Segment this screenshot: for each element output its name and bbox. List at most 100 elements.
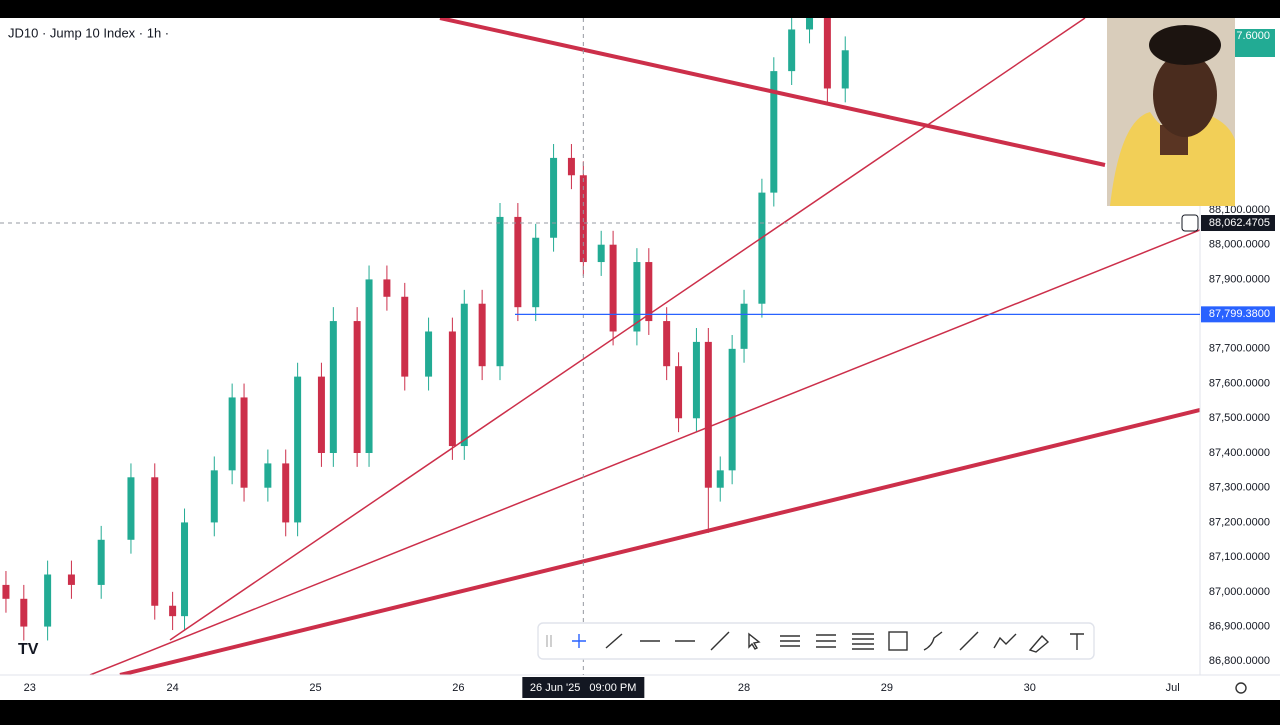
parallel-channel-tool[interactable] <box>780 635 800 647</box>
settings-button[interactable] <box>1235 682 1247 694</box>
y-tick-label: 87,000.0000 <box>1209 586 1270 598</box>
pen-tool[interactable] <box>959 631 979 651</box>
webcam-face <box>1153 53 1217 137</box>
candle-body <box>728 348 736 471</box>
candle-body <box>460 303 468 447</box>
trendlines <box>89 18 1200 675</box>
candle-body <box>294 376 302 523</box>
regression-tool[interactable] <box>816 634 836 648</box>
y-tick-label: 87,600.0000 <box>1209 377 1270 389</box>
candle-body <box>365 279 373 453</box>
top-bar <box>0 0 1280 18</box>
candle-body <box>210 470 218 523</box>
candle-body <box>151 477 159 606</box>
dynamic: 86,800.0000 86,900.0000 87,000.0000 87,100.… <box>0 18 1275 698</box>
candle-body <box>550 157 558 238</box>
x-tick-label: 30 <box>1024 682 1036 694</box>
crosshair-time-label: 09:00 PM <box>589 682 636 694</box>
candle-body <box>704 341 712 488</box>
candle-body <box>264 463 272 488</box>
toolbar-handle <box>546 635 552 647</box>
cursor-tool[interactable] <box>748 632 761 650</box>
candle-body <box>740 303 748 349</box>
text-tool[interactable] <box>1070 633 1084 650</box>
last-price-label: 7.6000 <box>1236 30 1270 42</box>
candle-body <box>514 216 522 308</box>
candle-body <box>597 244 605 263</box>
candle-body <box>496 216 504 367</box>
candle-body <box>228 397 236 471</box>
y-tick-label: 87,700.0000 <box>1209 343 1270 355</box>
candle-body <box>770 71 778 193</box>
candle-body <box>329 321 337 453</box>
trendline <box>119 408 1200 675</box>
crosshair-date-label: 26 Jun '25 <box>530 682 580 694</box>
candle-body <box>448 331 456 447</box>
crosshair-time-label-bg <box>522 677 645 698</box>
y-tick-label: 86,800.0000 <box>1209 655 1270 667</box>
y-tick-label: 87,200.0000 <box>1209 516 1270 528</box>
candle-body <box>317 376 325 453</box>
x-tick-label: Jul <box>1166 682 1180 694</box>
drawing-toolbar <box>537 622 1095 660</box>
last-price-label-bg <box>1235 29 1275 57</box>
candle-body <box>282 463 290 523</box>
y-tick-label: 86,900.0000 <box>1209 620 1270 632</box>
candle-body <box>609 244 617 332</box>
candle-body <box>127 477 135 540</box>
candle-body <box>20 598 28 627</box>
crosshair-plus-button <box>1181 214 1199 232</box>
x-tick-label: 23 <box>24 682 36 694</box>
x-tick-label: 25 <box>309 682 321 694</box>
candle-body <box>788 29 796 72</box>
horizontal-line-label-bg <box>1201 306 1275 323</box>
webcam-hair <box>1149 25 1221 65</box>
candle-body <box>44 574 52 627</box>
chart-title: JD10 · Jump 10 Index · 1h · <box>8 25 169 40</box>
webcam-shirt <box>1110 112 1235 206</box>
candle-body <box>692 341 700 419</box>
y-tick-label: 87,300.0000 <box>1209 482 1270 494</box>
trendline <box>169 18 1086 641</box>
candle-body <box>841 50 849 89</box>
crosshair-tool[interactable] <box>572 634 586 648</box>
candle-body <box>181 522 189 617</box>
brush-tool[interactable] <box>923 631 943 651</box>
webcam-overlay <box>1107 18 1235 206</box>
rectangle-tool[interactable] <box>888 631 908 651</box>
bottom-bar <box>0 700 1280 720</box>
extended-line-tool[interactable] <box>710 631 730 651</box>
candle-body <box>663 321 671 367</box>
tv-logo: TV <box>18 641 39 658</box>
candle-body <box>401 296 409 377</box>
candle-body <box>532 237 540 308</box>
candle-body <box>716 470 724 488</box>
candle-body <box>645 262 653 322</box>
y-tick-label: 87,100.0000 <box>1209 551 1270 563</box>
chart-background <box>0 18 1280 700</box>
candle-body <box>758 192 766 304</box>
x-tick-label: 28 <box>738 682 750 694</box>
y-tick-label: 87,400.0000 <box>1209 447 1270 459</box>
y-tick-label: 87,900.0000 <box>1209 273 1270 285</box>
x-tick-label: 29 <box>881 682 893 694</box>
candle-body <box>97 539 105 585</box>
crosshair-price-label-bg <box>1201 215 1275 232</box>
candle-body <box>633 262 641 332</box>
x-tick-label: 24 <box>166 682 178 694</box>
fib-tool[interactable] <box>852 633 874 650</box>
candle-body <box>169 605 177 617</box>
candle-body <box>240 397 248 488</box>
trendline-tool[interactable] <box>605 633 623 649</box>
path-tool[interactable] <box>993 633 1017 649</box>
candle-body <box>2 584 10 599</box>
candle-body <box>353 321 361 453</box>
candle-body <box>425 331 433 377</box>
candle-body <box>567 157 575 176</box>
highlighter-tool[interactable] <box>1028 634 1050 653</box>
y-tick-label: 87,500.0000 <box>1209 412 1270 424</box>
candle-body <box>675 366 683 419</box>
crosshair-price-label: 88,062.4705 <box>1209 217 1270 229</box>
